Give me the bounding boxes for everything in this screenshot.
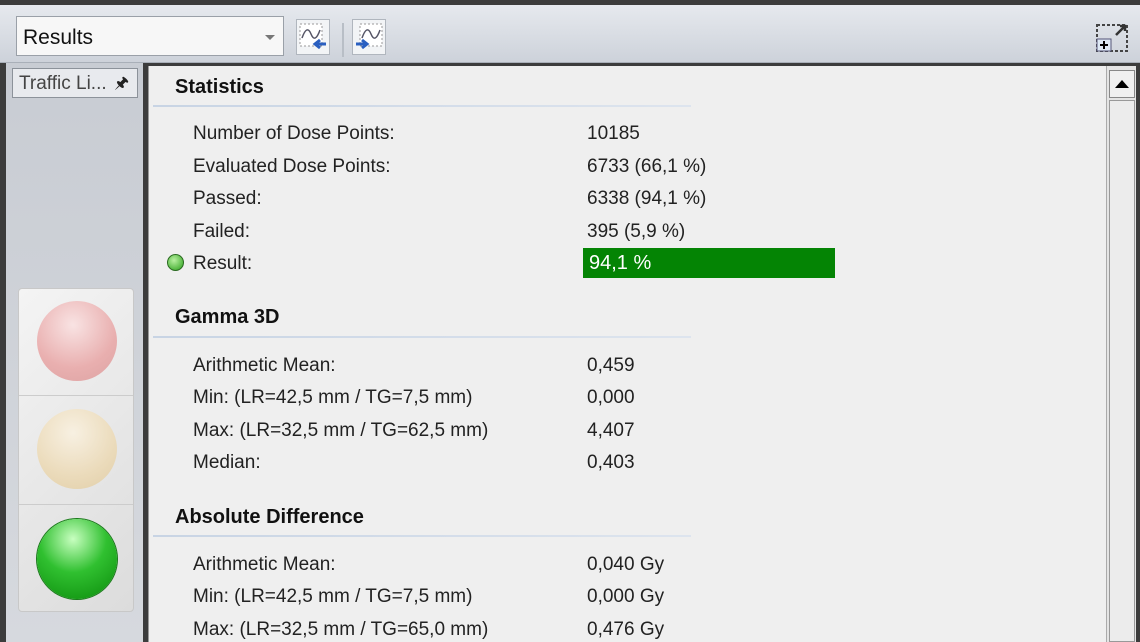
green-lamp [37, 519, 117, 599]
stat-value: 6338 (94,1 %) [587, 188, 707, 209]
absdiff-label: Min: (LR=42,5 mm / TG=7,5 mm) [193, 586, 473, 607]
curve-import-icon [299, 23, 326, 50]
view-select-value: Results [23, 26, 94, 49]
toolbar: Results [0, 5, 1140, 63]
gamma-label: Max: (LR=32,5 mm / TG=62,5 mm) [193, 420, 489, 441]
stat-label: Passed: [193, 188, 262, 209]
gamma-value: 0,459 [587, 355, 635, 376]
tab-label: Traffic Li... [19, 73, 107, 94]
stat-label: Failed: [193, 221, 251, 242]
tab-traffic-light[interactable]: Traffic Li... 🖈︎ [12, 68, 138, 98]
absdiff-value: 0,040 Gy [587, 554, 665, 575]
result-value: 94,1 % [583, 248, 835, 278]
chevron-down-icon [265, 35, 275, 40]
gamma-value: 0,000 [587, 387, 635, 408]
curve-import-button[interactable] [296, 19, 330, 55]
divider [153, 336, 691, 338]
toolbar-separator [342, 23, 344, 57]
red-lamp [37, 301, 117, 381]
absdiff-label: Max: (LR=32,5 mm / TG=65,0 mm) [193, 619, 489, 640]
result-label: Result: [193, 253, 253, 274]
vertical-scrollbar[interactable] [1106, 66, 1136, 642]
gamma-label: Median: [193, 452, 261, 473]
absdiff-label: Arithmetic Mean: [193, 554, 336, 575]
stat-value: 6733 (66,1 %) [587, 156, 707, 177]
scroll-up-button[interactable] [1109, 70, 1135, 98]
yellow-lamp [37, 409, 117, 489]
gamma-value: 0,403 [587, 452, 635, 473]
view-select[interactable]: Results [16, 16, 284, 56]
gamma-value: 4,407 [587, 420, 635, 441]
divider [153, 105, 691, 107]
stat-label: Number of Dose Points: [193, 123, 395, 144]
section-title-absolute-difference: Absolute Difference [175, 506, 364, 528]
gamma-label: Min: (LR=42,5 mm / TG=7,5 mm) [193, 387, 473, 408]
absdiff-value: 0,476 Gy [587, 619, 665, 640]
pin-icon[interactable]: 🖈︎ [114, 75, 129, 92]
add-window-icon [1096, 24, 1128, 52]
results-panel: Statistics Number of Dose Points: 10185 … [148, 66, 1106, 642]
section-title-statistics: Statistics [175, 76, 264, 98]
absdiff-value: 0,000 Gy [587, 586, 665, 607]
result-status-icon [167, 254, 184, 271]
curve-export-button[interactable] [352, 19, 386, 55]
scroll-thumb[interactable] [1109, 100, 1135, 642]
section-title-gamma: Gamma 3D [175, 306, 280, 328]
add-window-button[interactable] [1094, 21, 1130, 60]
divider [153, 535, 691, 537]
traffic-light [18, 288, 134, 612]
stat-value: 395 (5,9 %) [587, 221, 686, 242]
stat-value: 10185 [587, 123, 640, 144]
gamma-label: Arithmetic Mean: [193, 355, 336, 376]
stat-label: Evaluated Dose Points: [193, 156, 391, 177]
curve-export-icon [356, 23, 383, 50]
arrow-up-icon [1115, 80, 1129, 88]
